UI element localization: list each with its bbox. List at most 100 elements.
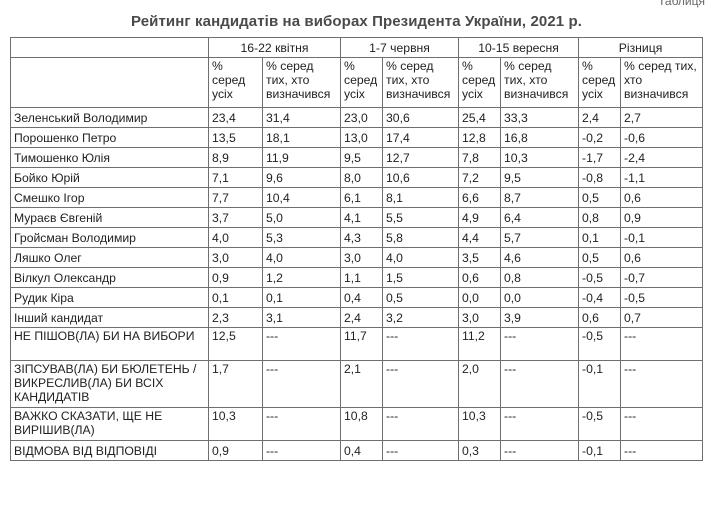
value-cell: 0,6 xyxy=(620,187,704,208)
value-cell: 4,4 xyxy=(458,227,502,248)
table-row: Порошенко Петро 13,5 18,1 13,0 17,4 12,8 16,8-… xyxy=(10,127,704,148)
value-cell: --- xyxy=(382,327,460,361)
value-cell: 33,3 xyxy=(500,107,580,128)
value-cell: -0,5 xyxy=(578,267,622,288)
value-cell: -0,1 xyxy=(620,227,704,248)
table-row: Інший кандидат 2,3 3,1 2,4 3,2 3,0 3,9 0,6 0,7 xyxy=(10,307,704,328)
candidate-name-cell: Вілкул Олександр xyxy=(10,267,209,288)
value-cell: 0,5 xyxy=(382,287,460,308)
table-caption-corner: Таблиця xyxy=(658,0,705,8)
table-row: Ляшко Олег 3,0 4,0 3,0 4,0 3,5 4,6 0,5 0,6 xyxy=(10,247,704,268)
value-cell: 0,1 xyxy=(261,287,342,308)
value-cell: 0,8 xyxy=(578,207,622,228)
value-cell: 3,7 xyxy=(208,207,263,228)
value-cell: 0,0 xyxy=(458,287,502,308)
value-cell: 8,9 xyxy=(208,147,263,168)
value-cell: 10,3 xyxy=(208,407,263,441)
value-cell: 4,9 xyxy=(458,207,502,228)
value-cell: 5,8 xyxy=(382,227,460,248)
candidate-name-cell: Гройсман Володимир xyxy=(10,227,209,248)
value-cell: -0,5 xyxy=(578,327,622,361)
value-cell: 2,0 xyxy=(458,360,502,408)
value-cell: --- xyxy=(620,327,704,361)
candidate-name-cell: Тимошенко Юлія xyxy=(10,147,209,168)
value-cell: 16,8 xyxy=(500,127,580,148)
value-cell: --- xyxy=(500,327,580,361)
value-cell: 9,6 xyxy=(261,167,342,188)
table-row: Гройсман Володимир 4,0 5,3 4,3 5,8 4,4 5,7 0,1-… xyxy=(10,227,704,248)
value-cell: 0,6 xyxy=(458,267,502,288)
candidate-name-cell: Інший кандидат xyxy=(10,307,209,328)
value-cell: 0,9 xyxy=(208,440,263,461)
table-row: Бойко Юрій 7,1 9,6 8,0 10,6 7,2 9,5 -0,8 -1,1 xyxy=(10,167,704,188)
value-cell: 0,5 xyxy=(578,187,622,208)
value-cell: 0,9 xyxy=(620,207,704,228)
value-cell: --- xyxy=(500,440,580,461)
table-row: Мураєв Євгеній 3,7 5,0 4,1 5,5 4,9 6,4 0,8 0,9 xyxy=(10,207,704,228)
value-cell: --- xyxy=(261,407,342,441)
value-cell: 12,5 xyxy=(208,327,263,361)
subheader-decided: % серед тих, хто визначився xyxy=(382,57,460,108)
candidate-name-cell: Зеленський Володимир xyxy=(10,107,209,128)
table-title: Рейтинг кандидатів на виборах Президента… xyxy=(130,13,583,30)
value-cell: 8,1 xyxy=(382,187,460,208)
value-cell: -0,5 xyxy=(620,287,704,308)
value-cell: 11,7 xyxy=(340,327,384,361)
value-cell: -0,7 xyxy=(620,267,704,288)
value-cell: 12,8 xyxy=(458,127,502,148)
value-cell: 7,8 xyxy=(458,147,502,168)
value-cell: 30,6 xyxy=(382,107,460,128)
value-cell: --- xyxy=(382,440,460,461)
period-header: 1-7 червня xyxy=(340,37,460,58)
value-cell: 6,1 xyxy=(340,187,384,208)
value-cell: 1,1 xyxy=(340,267,384,288)
value-cell: 4,3 xyxy=(340,227,384,248)
value-cell: 31,4 xyxy=(261,107,342,128)
table-row: ВІДМОВА ВІД ВІДПОВІДІ 0,9 --- 0,4 --- 0,3 --- -… xyxy=(10,440,704,461)
candidate-name-cell: ВАЖКО СКАЗАТИ, ЩЕ НЕ ВИРІШИВ(ЛА) xyxy=(10,407,209,441)
table-row: Зеленський Володимир 23,4 31,4 23,0 30,6 25,4… xyxy=(10,107,704,128)
value-cell: 0,9 xyxy=(208,267,263,288)
value-cell: --- xyxy=(620,360,704,408)
value-cell: -0,2 xyxy=(578,127,622,148)
table-row: Вілкул Олександр 0,9 1,2 1,1 1,5 0,6 0,8 -0,5 -0… xyxy=(10,267,704,288)
value-cell: -0,1 xyxy=(578,440,622,461)
rating-table: 16-22 квітня 1-7 червня 10-15 вересня Рі… xyxy=(10,37,704,461)
period-header: Різниця xyxy=(578,37,704,58)
value-cell: -2,4 xyxy=(620,147,704,168)
value-cell: 5,7 xyxy=(500,227,580,248)
value-cell: 4,1 xyxy=(340,207,384,228)
subheader-all: % серед усіх xyxy=(458,57,502,108)
table-row: НЕ ПІШОВ(ЛА) БИ НА ВИБОРИ 12,5 --- 11,7 --- 1… xyxy=(10,327,704,361)
candidate-name-cell: НЕ ПІШОВ(ЛА) БИ НА ВИБОРИ xyxy=(10,327,209,361)
value-cell: 0,6 xyxy=(578,307,622,328)
value-cell: 9,5 xyxy=(340,147,384,168)
value-cell: -0,5 xyxy=(578,407,622,441)
candidate-name-cell: ЗІПСУВАВ(ЛА) БИ БЮЛЕТЕНЬ / ВИКРЕСЛИВ(ЛА)… xyxy=(10,360,209,408)
empty-name-cell xyxy=(10,57,209,108)
value-cell: 2,7 xyxy=(620,107,704,128)
value-cell: -0,8 xyxy=(578,167,622,188)
value-cell: 6,6 xyxy=(458,187,502,208)
value-cell: --- xyxy=(382,407,460,441)
value-cell: 2,3 xyxy=(208,307,263,328)
value-cell: 5,3 xyxy=(261,227,342,248)
table-row: Рудик Кіра 0,1 0,1 0,4 0,5 0,0 0,0 -0,4 -0,5 xyxy=(10,287,704,308)
value-cell: 0,7 xyxy=(620,307,704,328)
value-cell: 10,3 xyxy=(500,147,580,168)
value-cell: 0,1 xyxy=(578,227,622,248)
value-cell: --- xyxy=(382,360,460,408)
value-cell: -1,7 xyxy=(578,147,622,168)
value-cell: --- xyxy=(500,360,580,408)
value-cell: 10,4 xyxy=(261,187,342,208)
value-cell: 0,4 xyxy=(340,440,384,461)
subheader-all: % серед усіх xyxy=(208,57,263,108)
value-cell: 4,0 xyxy=(382,247,460,268)
subheader-decided: % серед тих, хто визначився xyxy=(620,57,704,108)
value-cell: 4,0 xyxy=(208,227,263,248)
value-cell: 0,3 xyxy=(458,440,502,461)
value-cell: -1,1 xyxy=(620,167,704,188)
value-cell: 3,9 xyxy=(500,307,580,328)
value-cell: 1,5 xyxy=(382,267,460,288)
value-cell: 7,2 xyxy=(458,167,502,188)
